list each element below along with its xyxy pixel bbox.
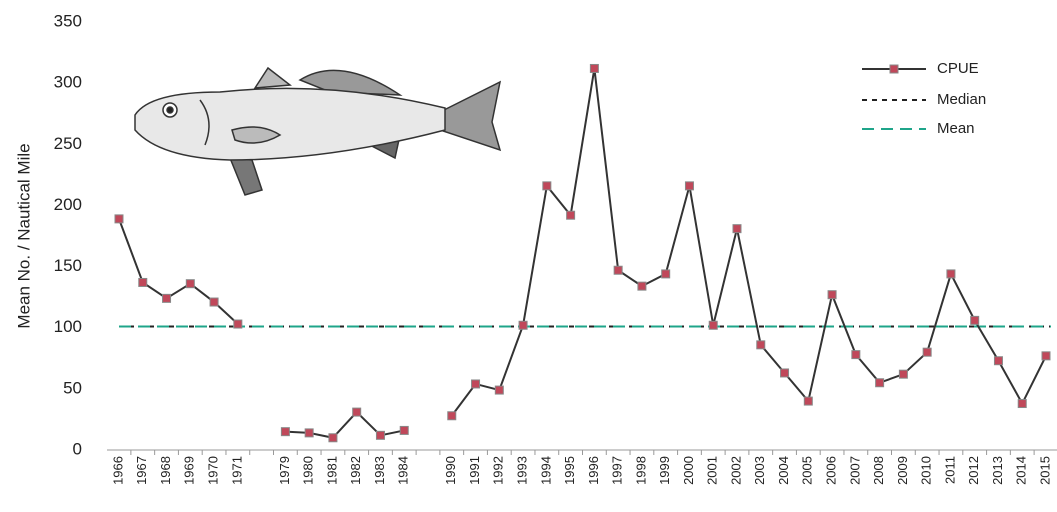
x-tick-label: 1971 — [229, 456, 244, 485]
data-point — [684, 181, 694, 191]
y-tick-label: 350 — [54, 11, 82, 30]
y-axis-label: Mean No. / Nautical Mile — [14, 143, 33, 328]
x-tick-label: 2015 — [1037, 456, 1052, 485]
x-tick-label: 1994 — [538, 456, 553, 485]
x-tick-label: 2001 — [705, 456, 720, 485]
data-point — [946, 269, 956, 279]
x-tick-label: 2006 — [824, 456, 839, 485]
x-tick-label: 1967 — [134, 456, 149, 485]
x-tick-label: 1980 — [301, 456, 316, 485]
x-tick-label: 2003 — [752, 456, 767, 485]
data-point — [1017, 399, 1027, 409]
data-point — [993, 356, 1003, 366]
data-point — [708, 320, 718, 330]
fish-illustration — [134, 66, 502, 196]
data-point — [185, 279, 195, 289]
y-tick-label: 0 — [73, 439, 82, 458]
y-tick-label: 150 — [54, 256, 82, 275]
x-tick-label: 2013 — [990, 456, 1005, 485]
data-point — [589, 63, 599, 73]
data-point — [875, 378, 885, 388]
data-point — [233, 319, 243, 329]
x-tick-label: 2011 — [942, 456, 957, 484]
data-point — [637, 281, 647, 291]
data-point — [542, 181, 552, 191]
data-point — [970, 315, 980, 325]
x-tick-label: 2002 — [728, 456, 743, 485]
data-point — [780, 368, 790, 378]
data-point — [280, 427, 290, 437]
data-point — [375, 430, 385, 440]
data-point — [138, 277, 148, 287]
data-point — [494, 385, 504, 395]
legend-label: Mean — [937, 120, 975, 137]
x-tick-label: 1979 — [277, 456, 292, 485]
data-point — [209, 297, 219, 307]
data-point — [1041, 351, 1051, 361]
y-tick-label: 50 — [63, 378, 82, 397]
data-point — [114, 214, 124, 224]
x-tick-label: 2014 — [1014, 456, 1029, 485]
data-point — [162, 293, 172, 303]
data-point — [399, 425, 409, 435]
x-tick-label: 1997 — [610, 456, 625, 485]
data-point — [304, 428, 314, 438]
x-tick-label: 1990 — [443, 456, 458, 485]
data-point — [613, 265, 623, 275]
data-point — [518, 320, 528, 330]
legend-label: CPUE — [937, 60, 979, 77]
x-tick-label: 1991 — [467, 456, 482, 485]
x-tick-label: 1966 — [110, 456, 125, 485]
data-point — [471, 379, 481, 389]
x-tick-label: 2005 — [800, 456, 815, 485]
x-tick-label: 2012 — [966, 456, 981, 485]
data-point — [898, 369, 908, 379]
x-tick-label: 2000 — [681, 456, 696, 485]
x-tick-label: 1996 — [586, 456, 601, 485]
data-point — [566, 210, 576, 220]
data-point — [447, 411, 457, 421]
y-tick-label: 250 — [54, 134, 82, 153]
data-point — [851, 350, 861, 360]
x-tick-label: 2010 — [919, 456, 934, 485]
x-tick-label: 1981 — [324, 456, 339, 485]
x-tick-label: 1998 — [633, 456, 648, 485]
data-point — [352, 407, 362, 417]
legend-label: Median — [937, 91, 986, 108]
legend-marker — [889, 64, 899, 74]
data-point — [661, 269, 671, 279]
x-tick-label: 1993 — [515, 456, 530, 485]
data-point — [922, 347, 932, 357]
y-tick-label: 100 — [54, 317, 82, 336]
data-point — [756, 340, 766, 350]
x-tick-label: 1995 — [562, 456, 577, 485]
x-tick-label: 2007 — [847, 456, 862, 485]
data-point — [328, 433, 338, 443]
x-tick-label: 2009 — [895, 456, 910, 485]
y-tick-label: 200 — [54, 195, 82, 214]
x-tick-label: 1992 — [491, 456, 506, 485]
x-tick-label: 1982 — [348, 456, 363, 485]
x-tick-label: 1984 — [396, 456, 411, 485]
data-point — [803, 396, 813, 406]
x-tick-label: 2008 — [871, 456, 886, 485]
x-tick-label: 1970 — [206, 456, 221, 485]
data-point — [827, 290, 837, 300]
x-tick-label: 2004 — [776, 456, 791, 485]
x-tick-label: 1969 — [182, 456, 197, 485]
x-tick-label: 1983 — [372, 456, 387, 485]
y-tick-label: 300 — [54, 73, 82, 92]
data-point — [732, 224, 742, 234]
x-tick-label: 1999 — [657, 456, 672, 485]
x-tick-label: 1968 — [158, 456, 173, 485]
